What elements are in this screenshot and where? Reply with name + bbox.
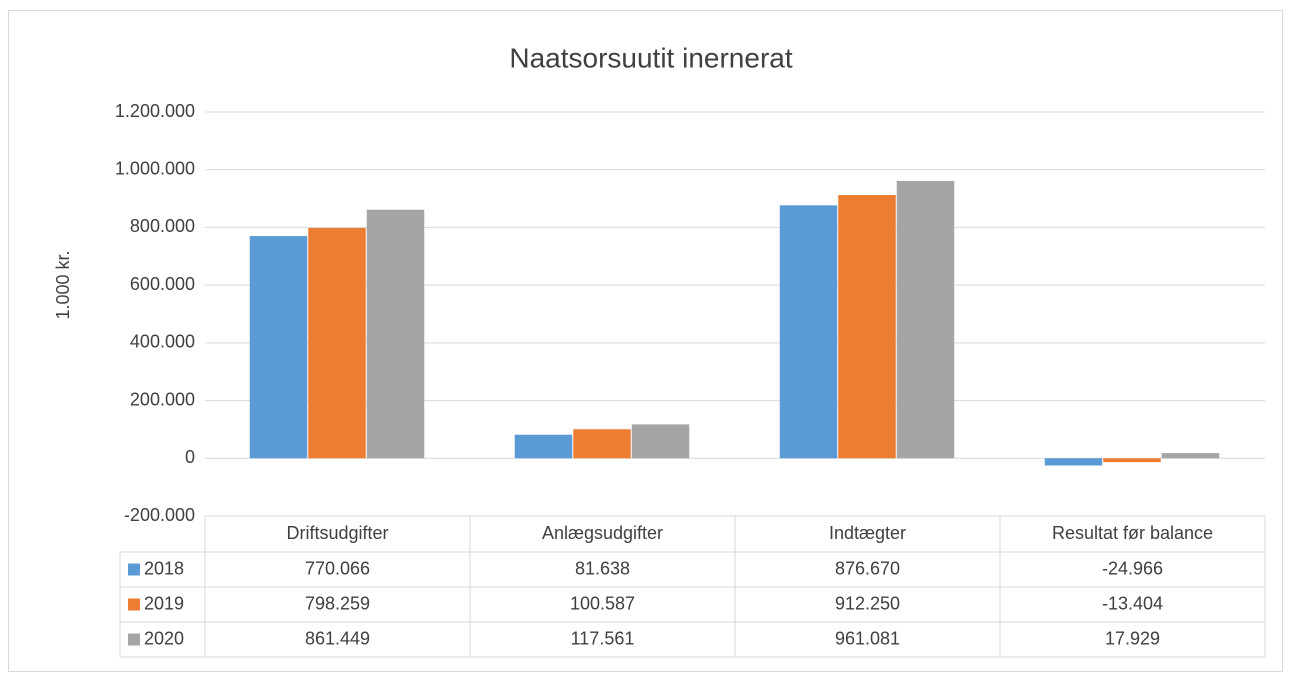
y-tick-label: -200.000	[124, 505, 195, 525]
data-label: 81.638	[575, 558, 630, 578]
bar	[514, 434, 573, 459]
y-tick-label: 1.000.000	[115, 158, 195, 178]
legend-swatch	[128, 633, 140, 646]
bar	[366, 209, 425, 459]
data-label: 798.259	[305, 593, 370, 613]
x-tick-label: Anlægsudgifter	[542, 523, 663, 543]
x-tick-label: Indtægter	[829, 523, 906, 543]
legend-swatch	[128, 563, 140, 576]
chart-border	[8, 10, 1283, 672]
y-tick-label: 600.000	[130, 274, 195, 294]
data-label: 17.929	[1105, 628, 1160, 648]
bar	[838, 195, 896, 459]
x-tick-label: Driftsudgifter	[286, 523, 388, 543]
bar	[308, 227, 366, 459]
x-tick-label: Resultat før balance	[1052, 523, 1213, 543]
legend-swatch	[128, 598, 140, 611]
bar	[1161, 453, 1220, 459]
y-tick-label: 0	[185, 447, 195, 467]
y-tick-label: 1.200.000	[115, 101, 195, 121]
bar	[779, 205, 838, 459]
bar	[631, 424, 690, 459]
data-label: 100.587	[570, 593, 635, 613]
y-tick-label: 400.000	[130, 332, 195, 352]
data-label: 961.081	[835, 628, 900, 648]
bar	[249, 236, 308, 459]
data-label: -13.404	[1102, 593, 1163, 613]
legend-label: 2020	[144, 628, 184, 648]
bar	[896, 180, 955, 459]
bar	[1044, 458, 1103, 466]
data-label: 770.066	[305, 558, 370, 578]
data-label: 861.449	[305, 628, 370, 648]
chart-title: Naatsorsuutit inernerat	[509, 42, 792, 73]
legend-label: 2018	[144, 558, 184, 578]
legend-label: 2019	[144, 593, 184, 613]
data-label: 912.250	[835, 593, 900, 613]
y-tick-label: 800.000	[130, 216, 195, 236]
data-label: 876.670	[835, 558, 900, 578]
data-label: -24.966	[1102, 558, 1163, 578]
bar	[573, 429, 631, 459]
data-label: 117.561	[571, 628, 635, 648]
y-axis-label: 1.000 kr.	[53, 250, 73, 319]
bar	[1103, 458, 1161, 463]
y-tick-label: 200.000	[130, 389, 195, 409]
